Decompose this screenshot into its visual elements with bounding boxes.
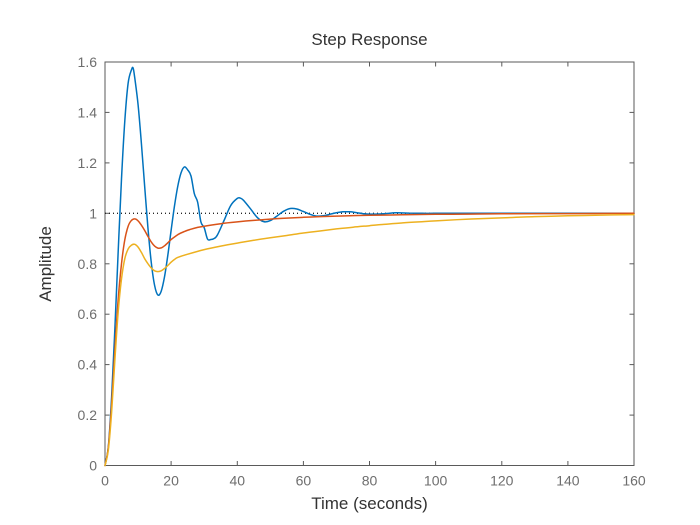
x-axis-label: Time (seconds)	[311, 494, 428, 513]
response-curve-system-2	[104, 212, 635, 467]
x-tick-label: 60	[296, 473, 312, 489]
chart-title: Step Response	[311, 30, 428, 49]
x-tick-label: 80	[362, 473, 378, 489]
y-tick-label: 0	[89, 458, 97, 474]
x-tick-label: 120	[490, 473, 514, 489]
y-tick-label: 1.6	[78, 54, 98, 70]
x-tick-label: 160	[622, 473, 646, 489]
axes-box	[104, 61, 635, 466]
response-curve-system-3	[104, 213, 635, 467]
x-tick-label: 140	[556, 473, 580, 489]
x-tick-label: 40	[230, 473, 246, 489]
x-tick-label: 20	[163, 473, 179, 489]
y-tick-label: 0.8	[78, 256, 98, 272]
y-tick-label: 0.2	[78, 407, 98, 423]
y-tick-label: 0.4	[78, 357, 98, 373]
y-tick-label: 1	[89, 205, 97, 221]
y-tick-label: 1.2	[78, 155, 98, 171]
y-axis-label: Amplitude	[36, 226, 55, 302]
y-tick-label: 1.4	[78, 104, 98, 120]
y-tick-label: 0.6	[78, 306, 98, 322]
x-tick-label: 100	[424, 473, 448, 489]
x-tick-label: 0	[101, 473, 109, 489]
response-curve-system-1	[104, 66, 635, 467]
